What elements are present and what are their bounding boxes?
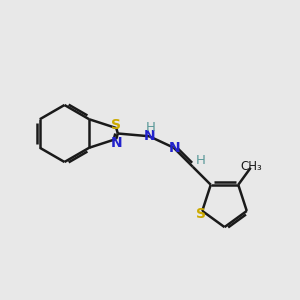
Text: S: S bbox=[196, 207, 206, 221]
Text: H: H bbox=[146, 121, 156, 134]
Text: N: N bbox=[168, 141, 180, 155]
Text: CH₃: CH₃ bbox=[240, 160, 262, 173]
Text: H: H bbox=[196, 154, 206, 167]
Text: N: N bbox=[111, 136, 123, 149]
Text: N: N bbox=[143, 129, 155, 143]
Text: S: S bbox=[111, 118, 121, 132]
